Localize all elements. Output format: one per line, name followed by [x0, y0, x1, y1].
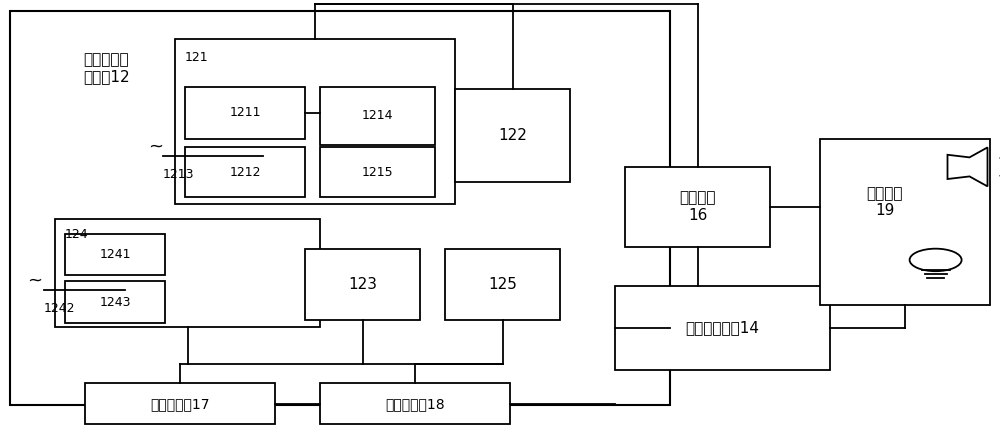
Text: 信号收集器17: 信号收集器17	[150, 397, 210, 411]
Text: 1242: 1242	[44, 302, 76, 315]
Bar	[10, 11, 670, 405]
Bar	[185, 147, 305, 197]
Bar	[615, 286, 830, 370]
Bar	[305, 249, 420, 320]
Text: ~: ~	[148, 137, 163, 155]
Bar	[65, 234, 165, 275]
Text: 报警装置
19: 报警装置 19	[866, 186, 903, 218]
Text: 信号放大器18: 信号放大器18	[385, 397, 445, 411]
Text: 1243: 1243	[99, 295, 131, 309]
Bar	[320, 147, 435, 197]
Text: 125: 125	[488, 277, 517, 292]
Bar	[85, 383, 275, 424]
Text: 数据解析装置14: 数据解析装置14	[686, 320, 760, 336]
Text: 1215: 1215	[362, 165, 393, 179]
Text: 信号采集装
置集群12: 信号采集装 置集群12	[83, 52, 130, 84]
Text: 打印装置
16: 打印装置 16	[679, 191, 716, 223]
Bar	[625, 167, 770, 247]
Bar	[185, 87, 305, 139]
Text: 1213: 1213	[163, 168, 194, 181]
Text: 122: 122	[498, 128, 527, 143]
Text: 124: 124	[65, 228, 89, 241]
Text: ~: ~	[27, 271, 42, 290]
Bar	[820, 139, 990, 305]
Text: 1211: 1211	[229, 106, 261, 119]
Text: 123: 123	[348, 277, 377, 292]
Bar	[175, 39, 455, 204]
Text: 1212: 1212	[229, 165, 261, 179]
Text: 121: 121	[185, 51, 209, 64]
Bar	[445, 249, 560, 320]
Bar	[455, 89, 570, 182]
Bar	[320, 87, 435, 145]
Bar	[65, 281, 165, 323]
Bar	[55, 219, 320, 327]
Text: 1241: 1241	[99, 248, 131, 261]
Bar	[320, 383, 510, 424]
Text: 1214: 1214	[362, 109, 393, 123]
